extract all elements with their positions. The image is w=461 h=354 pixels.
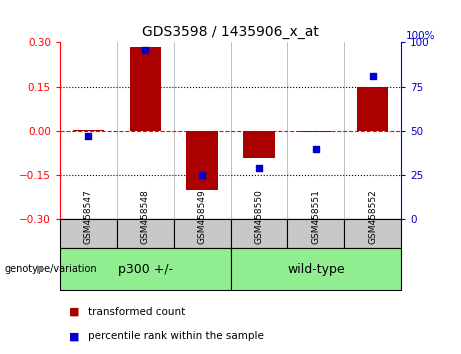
Text: 100%: 100% (406, 31, 436, 41)
Point (312, 146, 319, 152)
Text: GSM458549: GSM458549 (198, 189, 207, 244)
Bar (300, 131, 331, 132)
Point (85, 133, 92, 139)
Point (142, 47, 149, 52)
Text: GSM458551: GSM458551 (311, 189, 320, 244)
Bar (130, 47, 161, 131)
Text: GSM458552: GSM458552 (368, 189, 377, 244)
Text: GSM458550: GSM458550 (254, 189, 263, 244)
Bar (186, 131, 218, 190)
Text: ■: ■ (69, 331, 80, 341)
Point (369, 73, 376, 79)
Text: ■: ■ (69, 307, 80, 316)
Text: ▶: ▶ (37, 264, 46, 274)
Text: percentile rank within the sample: percentile rank within the sample (88, 331, 264, 341)
Text: GSM458548: GSM458548 (141, 189, 150, 244)
Text: genotype/variation: genotype/variation (5, 264, 97, 274)
Text: wild-type: wild-type (287, 263, 345, 275)
Text: transformed count: transformed count (88, 307, 185, 316)
Bar (73, 130, 104, 131)
Title: GDS3598 / 1435906_x_at: GDS3598 / 1435906_x_at (142, 25, 319, 39)
Point (198, 172, 206, 178)
Text: p300 +/-: p300 +/- (118, 263, 173, 275)
Point (255, 165, 263, 171)
Bar (357, 87, 388, 131)
Bar (243, 131, 275, 158)
Text: GSM458547: GSM458547 (84, 189, 93, 244)
